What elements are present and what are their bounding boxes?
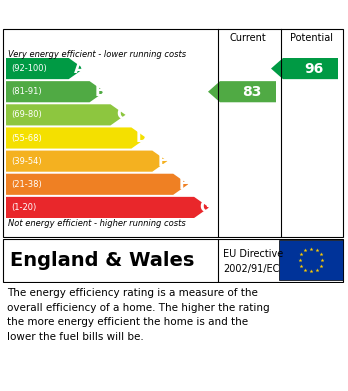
Text: (81-91): (81-91) bbox=[11, 87, 42, 96]
Polygon shape bbox=[208, 81, 276, 102]
Polygon shape bbox=[6, 174, 188, 195]
Text: G: G bbox=[199, 200, 211, 215]
Text: C: C bbox=[116, 108, 127, 122]
Text: (1-20): (1-20) bbox=[11, 203, 36, 212]
Polygon shape bbox=[6, 104, 126, 126]
Polygon shape bbox=[6, 58, 84, 79]
Polygon shape bbox=[6, 81, 105, 102]
Text: (21-38): (21-38) bbox=[11, 180, 42, 189]
Text: Current: Current bbox=[230, 33, 266, 43]
Text: (39-54): (39-54) bbox=[11, 157, 42, 166]
Text: 2002/91/EC: 2002/91/EC bbox=[223, 264, 279, 274]
Text: F: F bbox=[179, 177, 189, 192]
Text: (55-68): (55-68) bbox=[11, 133, 42, 142]
Text: 83: 83 bbox=[242, 85, 262, 99]
Text: EU Directive: EU Directive bbox=[223, 249, 283, 259]
Text: Energy Efficiency Rating: Energy Efficiency Rating bbox=[10, 7, 220, 22]
Text: (69-80): (69-80) bbox=[11, 110, 42, 119]
Polygon shape bbox=[6, 127, 147, 149]
Text: E: E bbox=[158, 154, 168, 169]
Text: Not energy efficient - higher running costs: Not energy efficient - higher running co… bbox=[8, 219, 186, 228]
Text: A: A bbox=[74, 61, 86, 76]
Text: The energy efficiency rating is a measure of the
overall efficiency of a home. T: The energy efficiency rating is a measur… bbox=[7, 289, 270, 342]
Text: 96: 96 bbox=[304, 61, 323, 75]
Polygon shape bbox=[6, 151, 167, 172]
Bar bbox=[279, 240, 343, 280]
Text: D: D bbox=[136, 131, 149, 145]
Text: (92-100): (92-100) bbox=[11, 64, 47, 73]
Polygon shape bbox=[6, 197, 209, 218]
Polygon shape bbox=[271, 58, 338, 79]
Text: B: B bbox=[95, 84, 106, 99]
Text: England & Wales: England & Wales bbox=[10, 251, 195, 270]
Text: Potential: Potential bbox=[290, 33, 333, 43]
Text: Very energy efficient - lower running costs: Very energy efficient - lower running co… bbox=[8, 50, 186, 59]
